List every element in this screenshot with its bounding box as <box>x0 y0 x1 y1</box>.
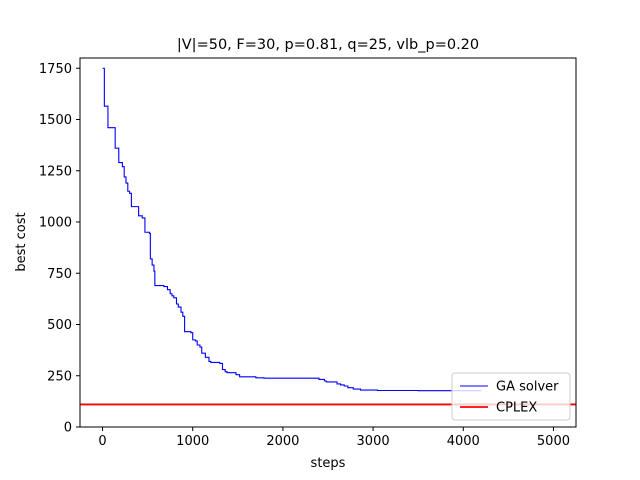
y-tick-label: 500 <box>47 318 72 333</box>
y-tick-label: 1250 <box>39 164 72 179</box>
legend: GA solver CPLEX <box>451 372 571 421</box>
y-tick-label: 1000 <box>39 216 72 231</box>
chart-title: |V|=50, F=30, p=0.81, q=25, vlb_p=0.20 <box>177 37 479 53</box>
legend-label: CPLEX <box>496 401 537 416</box>
x-tick-label: 2000 <box>266 434 299 449</box>
y-tick-label: 750 <box>47 267 72 282</box>
y-tick-label: 1500 <box>39 113 72 128</box>
x-tick-label: 0 <box>98 434 106 449</box>
y-tick-label: 250 <box>47 369 72 384</box>
axes-frame <box>79 57 577 428</box>
x-tick-label: 4000 <box>447 434 480 449</box>
plot-area: 0 1000 2000 3000 4000 5000 0 250 500 750 1000 1250 1… <box>39 57 577 449</box>
y-axis-label: best cost <box>14 212 29 271</box>
legend-label: GA solver <box>496 380 559 395</box>
x-axis-label: steps <box>311 456 346 471</box>
tick-layer: 0 1000 2000 3000 4000 5000 0 250 500 750 1000 1250 1… <box>39 62 570 449</box>
y-tick-label: 1750 <box>39 62 72 77</box>
legend-box <box>451 372 571 421</box>
x-tick-label: 1000 <box>176 434 209 449</box>
x-tick-label: 3000 <box>357 434 390 449</box>
y-tick-label: 0 <box>64 421 72 436</box>
series-line-ga-solver <box>102 67 482 392</box>
x-tick-label: 5000 <box>537 434 570 449</box>
